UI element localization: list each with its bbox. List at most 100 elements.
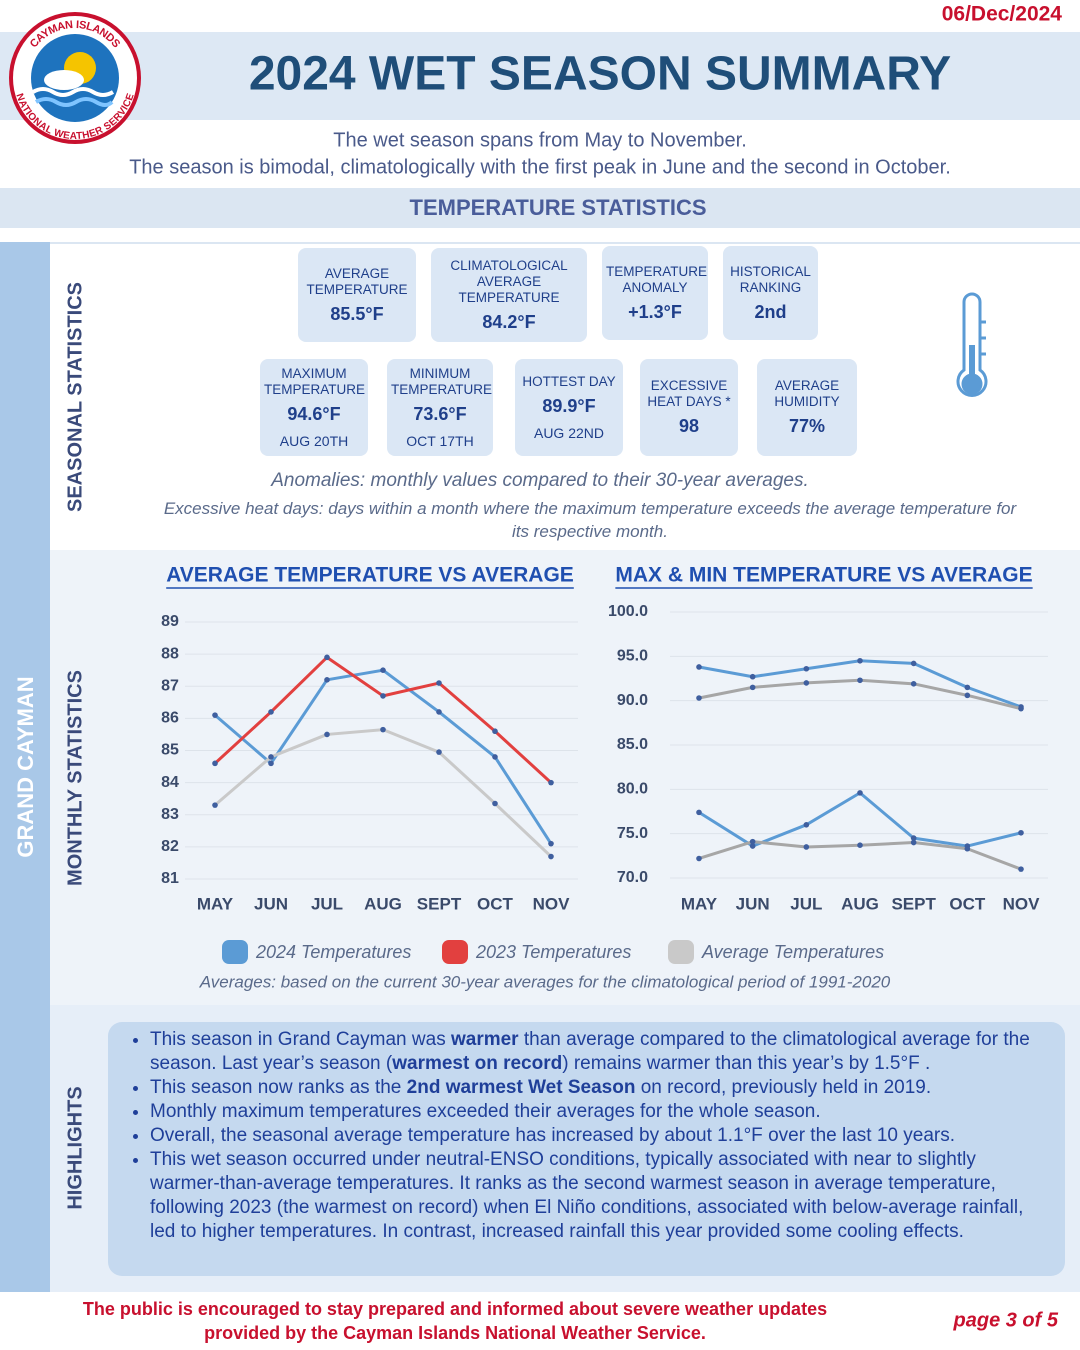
stat-label: MAXIMUM TEMPERATURE: [264, 366, 366, 397]
y-tick-label: 80.0: [617, 781, 648, 798]
data-point: [696, 855, 702, 862]
data-point: [803, 822, 810, 828]
data-point: [910, 839, 917, 846]
y-tick-label: 85: [161, 742, 179, 759]
title-band: [0, 32, 1080, 120]
legend-label: 2024 Temperatures: [255, 942, 411, 962]
stat-label: TEMPERATURE ANOMALY: [606, 263, 708, 295]
data-point: [696, 809, 702, 816]
data-point: [803, 665, 810, 672]
legend-swatch: [222, 940, 248, 964]
data-point: [857, 657, 863, 664]
stat-value: 85.5°F: [330, 303, 384, 324]
x-tick-label: AUG: [364, 894, 402, 913]
data-point: [212, 802, 218, 808]
stat-value: 94.6°F: [287, 404, 341, 424]
title: 2024 WET SEASON SUMMARY: [249, 48, 951, 101]
x-tick-label: OCT: [477, 894, 514, 913]
footer-message: The public is encouraged to stay prepare…: [83, 1299, 827, 1319]
stat-card: HOTTEST DAY 89.9°F AUG 22ND: [515, 359, 623, 456]
stat-label: AVERAGE TEMPERATURE: [306, 265, 408, 297]
legend-label: 2023 Temperatures: [475, 942, 631, 962]
y-tick-label: 100.0: [608, 603, 648, 620]
stat-date: AUG 20TH: [279, 433, 349, 449]
section-band: [0, 188, 1080, 228]
stat-label: CLIMATOLOGICAL AVERAGE TEMPERATURE: [450, 257, 568, 305]
highlight-text: This season in Grand Cayman was: [150, 1029, 451, 1050]
side-band: [0, 242, 50, 1292]
data-point: [696, 695, 702, 701]
stat-value: 84.2°F: [482, 311, 536, 332]
highlight-text: warmest on record: [392, 1053, 563, 1074]
data-point: [324, 731, 330, 738]
stat-card: EXCESSIVE HEAT DAYS * 98: [640, 359, 738, 456]
stat-value: 73.6°F: [413, 404, 467, 424]
data-point: [803, 844, 810, 850]
highlight-text: 2nd warmest Wet Season: [406, 1077, 636, 1098]
highlight-item: Monthly maximum temperatures exceeded th…: [150, 1100, 1045, 1124]
intro-line: The wet season spans from May to Novembe…: [333, 129, 747, 151]
y-tick-label: 85.0: [617, 736, 648, 753]
x-tick-label: OCT: [949, 894, 986, 913]
data-point: [910, 660, 917, 667]
stat-value: 2nd: [754, 301, 787, 322]
data-point: [380, 726, 386, 733]
data-point: [212, 712, 218, 718]
data-point: [749, 684, 756, 691]
stat-card: AVERAGE HUMIDITY 77%: [757, 359, 857, 456]
x-tick-label: NOV: [1003, 894, 1041, 913]
logo: CAYMAN ISLANDS NATIONAL WEATHER SERVICE: [9, 12, 141, 144]
highlight-item: This wet season occurred under neutral-E…: [150, 1148, 1045, 1244]
y-tick-label: 86: [161, 710, 179, 727]
thermometer-icon: [956, 292, 988, 397]
data-point: [324, 677, 330, 683]
footnote: Averages: based on the current 30-year a…: [199, 972, 891, 991]
data-point: [910, 681, 917, 687]
data-point: [964, 684, 971, 691]
data-point: [436, 749, 442, 755]
data-point: [548, 779, 554, 786]
data-point: [492, 754, 498, 760]
data-point: [964, 692, 971, 699]
y-tick-label: 75.0: [617, 825, 648, 842]
x-tick-label: JUL: [311, 894, 343, 913]
data-point: [1018, 866, 1024, 872]
highlight-text: than average compared to the climatologi…: [150, 1029, 1030, 1074]
stat-label: AVERAGE HUMIDITY: [774, 378, 840, 409]
legend-swatch: [442, 940, 468, 964]
data-point: [268, 760, 274, 767]
stat-card: MAXIMUM TEMPERATURE 94.6°F AUG 20TH: [260, 359, 368, 456]
y-tick-label: 88: [161, 645, 179, 662]
highlight-item: This season now ranks as the 2nd warmest…: [150, 1076, 1045, 1100]
data-point: [1018, 829, 1024, 836]
page-number: page 3 of 5: [953, 1309, 1059, 1331]
data-point: [548, 853, 554, 860]
data-point: [964, 845, 971, 852]
highlight-text: Monthly maximum temperatures exceeded th…: [150, 1101, 821, 1122]
legend-label: Average Temperatures: [701, 942, 884, 962]
monthly-panel: [50, 550, 1080, 1005]
side-label: HIGHLIGHTS: [64, 1086, 86, 1209]
legend-swatch: [668, 940, 694, 964]
highlight-text: on record, previously held in 2019.: [635, 1077, 932, 1098]
stat-card: TEMPERATURE ANOMALY +1.3°F: [602, 246, 708, 340]
y-tick-label: 89: [161, 613, 179, 630]
x-tick-label: SEPT: [891, 894, 936, 913]
data-point: [436, 709, 442, 715]
data-point: [857, 790, 863, 796]
highlight-text: warmer: [450, 1029, 519, 1050]
highlight-item: This season in Grand Cayman was warmer t…: [150, 1028, 1045, 1076]
data-point: [492, 800, 498, 807]
x-tick-label: JUN: [254, 894, 288, 913]
highlight-text: Overall, the seasonal average temperatur…: [150, 1125, 955, 1146]
data-point: [696, 664, 702, 670]
x-tick-label: MAY: [197, 894, 234, 913]
y-tick-label: 83: [161, 806, 179, 823]
y-tick-label: 87: [161, 677, 179, 694]
date: 06/Dec/2024: [942, 3, 1063, 26]
stat-card: AVERAGE TEMPERATURE 85.5°F: [298, 248, 416, 342]
data-point: [492, 728, 498, 735]
data-point: [268, 709, 274, 715]
data-point: [749, 838, 756, 845]
